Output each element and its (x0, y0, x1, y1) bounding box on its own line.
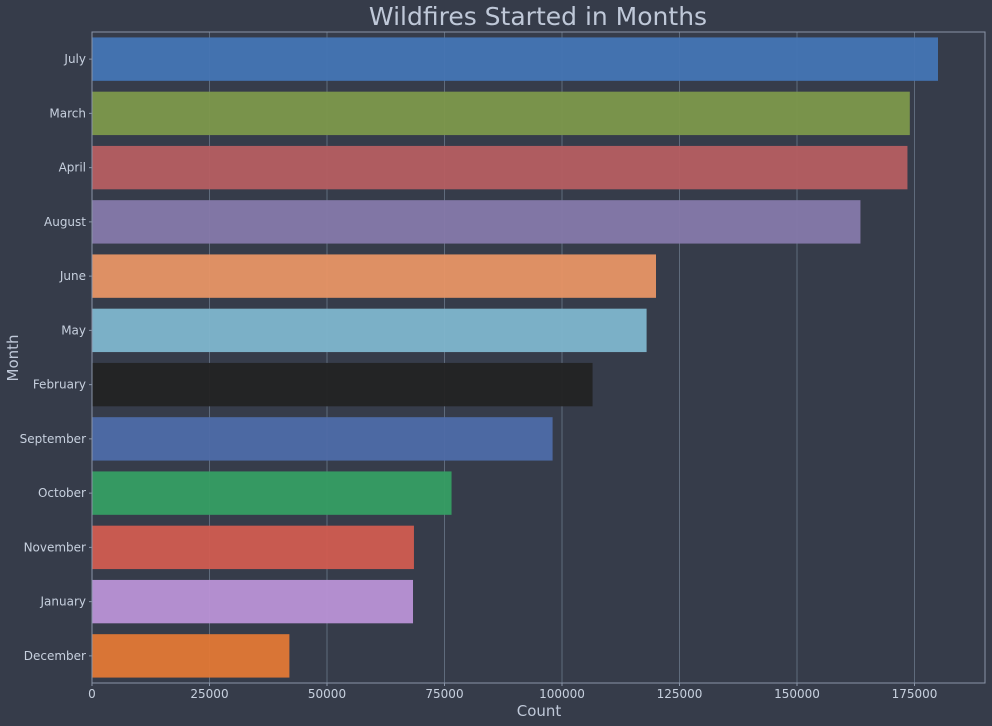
bar-september (92, 417, 553, 461)
y-tick-label-april: April (59, 161, 86, 175)
y-tick-label-november: November (24, 540, 86, 554)
bar-july (92, 37, 938, 81)
y-tick-label-december: December (24, 649, 86, 663)
plot-frame (91, 31, 986, 684)
y-tick-label-may: May (61, 323, 86, 337)
x-tick-label-3: 75000 (425, 687, 463, 701)
y-tick-label-august: August (44, 215, 86, 229)
bar-march (92, 91, 910, 136)
chart-title: Wildfires Started in Months (369, 2, 707, 31)
bar-december (92, 634, 290, 678)
grid-lines (209, 32, 915, 683)
y-tick-label-july: July (63, 52, 86, 66)
y-tick-label-june: June (59, 269, 86, 283)
y-axis-label: Month (4, 334, 22, 381)
bar-february (92, 362, 593, 407)
bar-may (92, 308, 647, 353)
x-tick-label-1: 25000 (190, 687, 228, 701)
bar-august (92, 200, 861, 244)
x-tick-labels: 0 25000 50000 75000 100000 125000 150000 175000 (88, 683, 937, 701)
bar-october (92, 471, 452, 515)
y-tick-label-january: January (40, 595, 87, 609)
x-tick-label-5: 125000 (657, 687, 703, 701)
bar-november (92, 525, 414, 570)
y-tick-label-september: September (20, 432, 86, 446)
bar-april (92, 145, 908, 190)
bar-june (92, 254, 656, 298)
x-tick-label-6: 150000 (774, 687, 820, 701)
x-tick-label-4: 100000 (539, 687, 585, 701)
bar-january (92, 579, 414, 624)
y-tick-label-february: February (33, 378, 86, 392)
y-tick-label-october: October (38, 486, 86, 500)
y-tick-label-march: March (49, 106, 86, 120)
x-tick-label-0: 0 (88, 687, 96, 701)
plot-background (92, 32, 985, 683)
y-tick-labels: July March April August June May February Septe… (20, 52, 92, 663)
x-tick-label-7: 175000 (892, 687, 938, 701)
x-axis-label: Count (517, 702, 562, 720)
bars (92, 37, 938, 678)
x-tick-label-2: 50000 (308, 687, 346, 701)
